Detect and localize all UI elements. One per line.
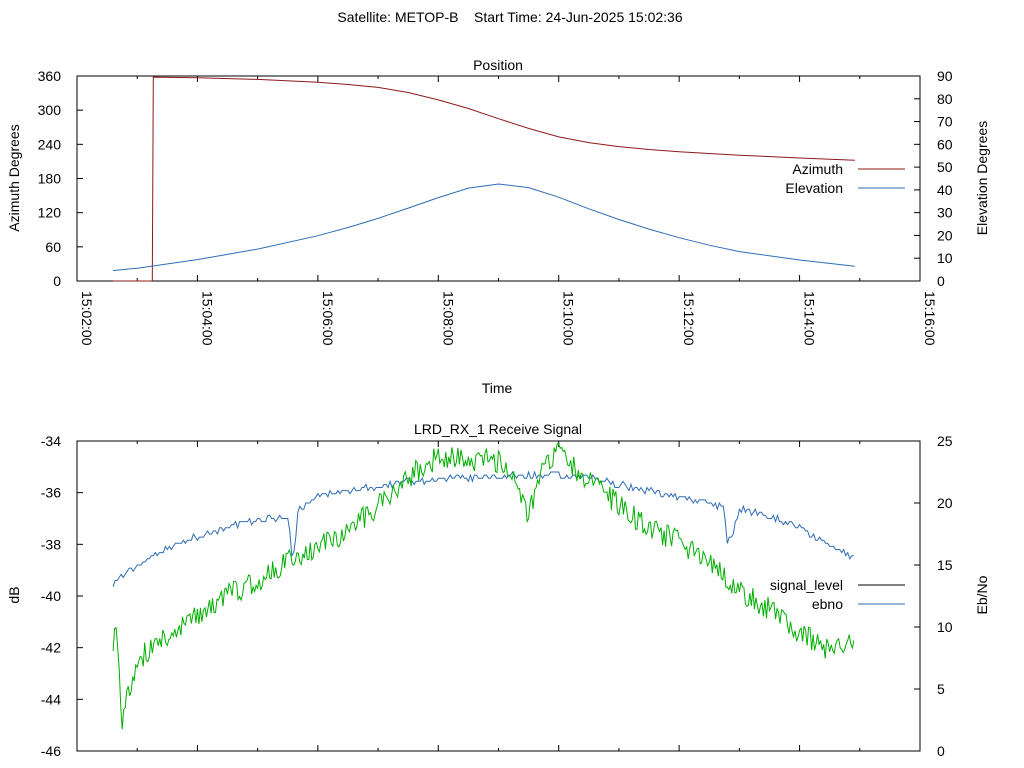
legend-label-signal-level: signal_level bbox=[770, 577, 843, 593]
signal-chart: LRD_RX_1 Receive Signal dB Eb/No -46-44-… bbox=[6, 421, 990, 759]
series-ebno-trace bbox=[112, 470, 854, 587]
y-tick-label: -46 bbox=[41, 743, 61, 759]
y-tick-label: -42 bbox=[41, 640, 61, 656]
y-tick-label: -36 bbox=[41, 485, 61, 501]
y2-tick-label: 30 bbox=[937, 205, 953, 221]
y-tick-label: 180 bbox=[38, 171, 62, 187]
y2-tick-label: 15 bbox=[937, 557, 953, 573]
series-signal-trace bbox=[112, 443, 855, 730]
y2-tick-label: 40 bbox=[937, 182, 953, 198]
y2-tick-label: 25 bbox=[937, 433, 953, 449]
position-chart: Position Azimuth Degrees Elevation Degre… bbox=[6, 57, 990, 396]
position-series bbox=[113, 76, 855, 282]
y2-tick-label: 50 bbox=[937, 159, 953, 175]
y2-tick-label: 90 bbox=[937, 68, 953, 84]
legend-label-ebno: ebno bbox=[812, 596, 843, 612]
x-tick-label: 15:06:00 bbox=[320, 291, 336, 346]
y-tick-label: -40 bbox=[41, 588, 61, 604]
y2-tick-label: 0 bbox=[937, 273, 945, 289]
position-x-ticks: 15:02:00 15:04:00 15:06:00 15:08:00 15:10:00… bbox=[76, 76, 938, 346]
y-tick-label: -44 bbox=[41, 691, 61, 707]
y-tick-label: 240 bbox=[38, 136, 62, 152]
position-y-axis-label: Azimuth Degrees bbox=[6, 124, 22, 231]
signal-y2-axis-label: Eb/No bbox=[974, 575, 990, 614]
y-tick-label: 0 bbox=[53, 273, 61, 289]
legend-label-elevation: Elevation bbox=[785, 180, 843, 196]
y-tick-label: -34 bbox=[41, 433, 61, 449]
signal-y2-ticks: 0 5 10 15 20 25 bbox=[914, 433, 953, 759]
signal-legend: signal_level ebno bbox=[770, 577, 905, 612]
y-tick-label: 120 bbox=[38, 205, 62, 221]
series-azimuth bbox=[113, 76, 855, 282]
y-tick-label: 300 bbox=[38, 102, 62, 118]
position-legend: Azimuth Elevation bbox=[785, 161, 905, 196]
signal-plot-frame bbox=[76, 440, 921, 752]
y2-tick-label: 5 bbox=[937, 681, 945, 697]
position-plot-frame bbox=[76, 75, 921, 282]
x-tick-label: 15:12:00 bbox=[681, 291, 697, 346]
x-tick-label: 15:04:00 bbox=[199, 291, 215, 346]
y2-tick-label: 60 bbox=[937, 136, 953, 152]
position-chart-title: Position bbox=[473, 57, 523, 73]
y-tick-label: 360 bbox=[38, 68, 62, 84]
x-tick-label: 15:08:00 bbox=[440, 291, 456, 346]
signal-x-ticks bbox=[76, 441, 921, 751]
y2-tick-label: 10 bbox=[937, 250, 953, 266]
x-tick-label: 15:16:00 bbox=[922, 291, 938, 346]
y-tick-label: 60 bbox=[45, 239, 61, 255]
y2-tick-label: 70 bbox=[937, 114, 953, 130]
y2-tick-label: 20 bbox=[937, 227, 953, 243]
signal-chart-title: LRD_RX_1 Receive Signal bbox=[414, 421, 582, 437]
y2-tick-label: 20 bbox=[937, 495, 953, 511]
y-tick-label: -38 bbox=[41, 536, 61, 552]
x-tick-label: 15:10:00 bbox=[561, 291, 577, 346]
signal-series bbox=[112, 443, 855, 730]
position-y2-axis-label: Elevation Degrees bbox=[974, 121, 990, 235]
x-tick-label: 15:02:00 bbox=[79, 291, 95, 346]
position-x-axis-label: Time bbox=[482, 380, 513, 396]
x-tick-label: 15:14:00 bbox=[802, 291, 818, 346]
figure-header: Satellite: METOP-B Start Time: 24-Jun-20… bbox=[337, 9, 682, 25]
y2-tick-label: 80 bbox=[937, 91, 953, 107]
y2-tick-label: 0 bbox=[937, 743, 945, 759]
series-elevation bbox=[113, 183, 855, 271]
legend-label-azimuth: Azimuth bbox=[792, 161, 843, 177]
signal-y-ticks: -46 -44 -42 -40 -38 -36 -34 bbox=[41, 433, 83, 759]
position-y-ticks: 0 60 120 180 240 300 360 bbox=[38, 68, 83, 289]
y2-tick-label: 10 bbox=[937, 619, 953, 635]
position-y2-ticks: 0 10 20 30 40 50 60 70 80 90 bbox=[914, 68, 953, 289]
signal-y-axis-label: dB bbox=[6, 586, 22, 603]
